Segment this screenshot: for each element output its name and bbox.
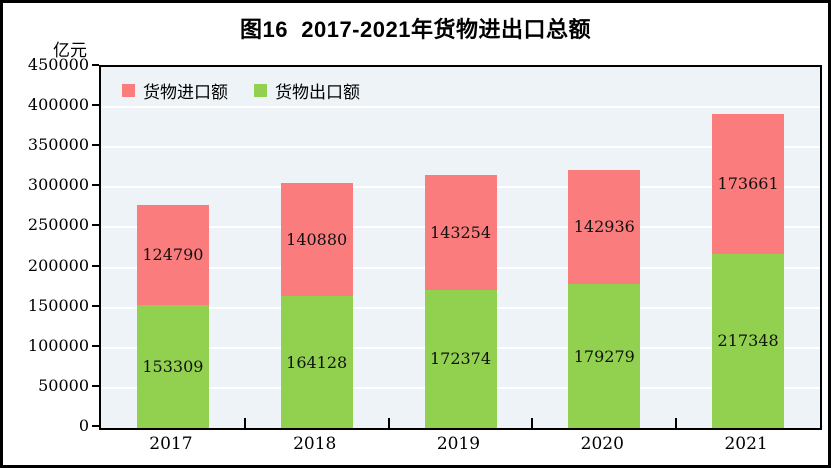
y-tick-label: 0 (78, 416, 89, 435)
y-tick-label: 150000 (27, 295, 89, 315)
y-axis-unit-label: 亿元 (53, 41, 87, 61)
imports-legend-label: 货物进口额 (143, 83, 228, 103)
y-tick-label: 200000 (27, 255, 89, 275)
x-axis-label-2019: 2019 (436, 434, 481, 454)
y-tick-mark (92, 384, 99, 387)
y-tick-mark (92, 344, 99, 347)
exports-segment-2017: 153309 (136, 305, 209, 428)
stacked-bar-2020: 142936 179279 (568, 169, 641, 428)
y-tick-mark (92, 224, 99, 227)
x-axis-labels: 2017 2018 2019 2020 2021 (99, 434, 818, 454)
imports-value-label: 140880 (286, 230, 348, 250)
stacked-bar-2021: 173661 217348 (712, 114, 785, 428)
exports-legend-label: 货物出口额 (275, 83, 360, 103)
imports-value-label: 173661 (717, 174, 779, 194)
y-tick-label: 400000 (27, 95, 89, 115)
stacked-bar-2017: 124790 153309 (136, 204, 209, 428)
exports-segment-2018: 164128 (280, 296, 353, 428)
imports-value-label: 143254 (429, 222, 492, 242)
imports-value-label: 142936 (573, 217, 635, 237)
plot-area: 货物进口额 货物出口额 124790 153309 140880 164128 1432… (99, 65, 822, 430)
gridline (101, 146, 820, 149)
imports-segment-2017: 124790 (136, 204, 209, 305)
legend: 货物进口额 货物出口额 (122, 78, 360, 103)
x-tick-mark (531, 418, 534, 428)
x-axis-label-2020: 2020 (580, 434, 624, 454)
y-tick-mark (92, 104, 99, 107)
exports-segment-2020: 179279 (568, 284, 641, 428)
imports-segment-2020: 142936 (568, 169, 641, 285)
exports-value-label: 164128 (286, 352, 348, 372)
y-tick-label: 300000 (27, 175, 89, 195)
y-tick-mark (92, 144, 99, 147)
exports-segment-2019: 172374 (424, 289, 497, 428)
chart-title: 图16 2017-2021年货物进出口总额 (240, 17, 591, 42)
y-tick-label: 250000 (27, 215, 89, 235)
exports-segment-2021: 217348 (712, 253, 785, 428)
gridline (101, 106, 820, 109)
x-tick-mark (243, 418, 246, 428)
x-axis-label-2017: 2017 (149, 434, 193, 454)
imports-segment-2018: 140880 (280, 183, 353, 297)
imports-value-label: 124790 (142, 245, 204, 265)
exports-value-label: 172374 (429, 349, 492, 369)
y-tick-label: 450000 (27, 55, 89, 74)
x-axis-label-2018: 2018 (293, 434, 337, 454)
y-tick-mark (92, 264, 99, 267)
y-tick-mark (92, 184, 99, 187)
exports-legend-swatch (254, 84, 267, 97)
exports-value-label: 217348 (717, 331, 779, 351)
y-tick-mark (92, 304, 99, 307)
imports-segment-2021: 173661 (712, 114, 785, 254)
exports-value-label: 153309 (142, 356, 204, 376)
y-tick-label: 100000 (27, 335, 89, 355)
legend-item-exports: 货物出口额 (254, 78, 360, 103)
stacked-bar-2018: 140880 164128 (280, 183, 353, 428)
x-tick-mark (675, 418, 678, 428)
legend-item-imports: 货物进口额 (122, 78, 228, 103)
imports-segment-2019: 143254 (424, 174, 497, 290)
stacked-bar-2019: 143254 172374 (424, 174, 497, 428)
y-tick-label: 350000 (27, 135, 89, 155)
y-tick-mark (92, 425, 99, 427)
imports-legend-swatch (122, 84, 135, 97)
y-tick-label: 50000 (38, 375, 89, 395)
x-tick-mark (387, 418, 390, 428)
exports-value-label: 179279 (573, 346, 635, 366)
y-tick-mark (92, 64, 99, 66)
x-axis-label-2021: 2021 (724, 434, 768, 454)
